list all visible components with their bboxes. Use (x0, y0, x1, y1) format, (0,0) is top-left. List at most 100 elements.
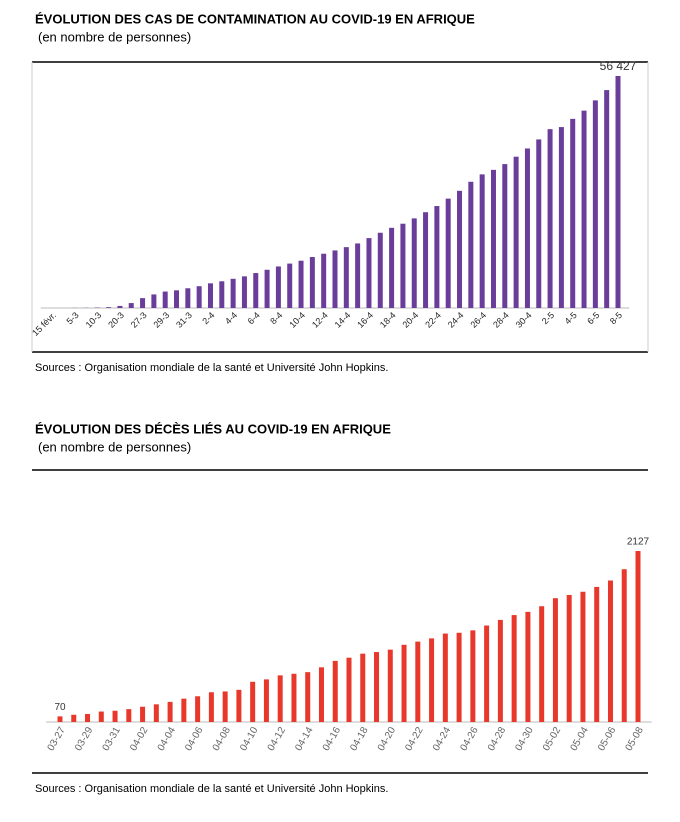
bar (411, 218, 417, 308)
value-label: 56 427 (600, 59, 637, 73)
bar (592, 100, 598, 309)
bar (174, 290, 180, 308)
value-label: 2127 (627, 537, 650, 548)
x-tick-label: 04-08 (211, 725, 234, 753)
x-tick-label: 05-06 (596, 725, 619, 753)
x-tick-label: 04-10 (238, 725, 261, 753)
x-tick-label: 04-02 (128, 725, 151, 753)
x-tick-label: 04-06 (183, 725, 206, 753)
x-tick-label: 28-4 (491, 310, 511, 330)
bar (291, 673, 297, 722)
x-tick-label: 30-4 (514, 310, 534, 330)
bar (490, 169, 496, 308)
bar (241, 276, 247, 308)
bar (117, 305, 123, 308)
bar (112, 710, 118, 722)
bar (207, 283, 213, 308)
x-tick-label: 24-4 (446, 310, 466, 330)
bar (470, 630, 476, 722)
bar (511, 615, 517, 722)
bar (140, 706, 146, 722)
bar (128, 303, 134, 308)
x-tick-label: 04-18 (348, 725, 371, 753)
bar (253, 273, 259, 308)
bar (196, 286, 202, 308)
bar (287, 263, 293, 308)
bar (355, 243, 361, 308)
bar (502, 164, 508, 308)
x-tick-label: 8-4 (268, 310, 284, 326)
x-tick-label: 26-4 (468, 310, 488, 330)
bar (547, 129, 553, 308)
bar (140, 298, 146, 308)
chart-subtitle: (en nombre de personnes) (38, 29, 191, 44)
bar (484, 625, 490, 722)
bar (275, 266, 281, 308)
bar (263, 679, 269, 722)
bar (106, 307, 112, 308)
x-tick-label: 4-5 (563, 310, 579, 326)
bar (539, 606, 545, 722)
bar (85, 713, 91, 722)
source-note: Sources : Organisation mondiale de la sa… (35, 783, 388, 795)
bar (185, 288, 191, 308)
bar (607, 580, 613, 722)
bar (401, 644, 407, 722)
x-tick-label: 5-3 (64, 310, 80, 326)
bar (536, 139, 542, 308)
bar (219, 281, 225, 308)
source-note: Sources : Organisation mondiale de la sa… (35, 362, 388, 374)
bar (570, 118, 576, 308)
x-tick-label: 29-3 (151, 310, 171, 330)
bar (604, 90, 610, 308)
x-tick-label: 15 févr. (30, 310, 58, 338)
x-tick-label: 27-3 (129, 310, 149, 330)
x-tick-label: 04-26 (458, 725, 481, 753)
bar (298, 260, 304, 308)
x-tick-label: 2-4 (200, 310, 216, 326)
bar (552, 598, 558, 722)
bar (360, 653, 366, 722)
bar (456, 632, 462, 722)
bar (387, 649, 393, 722)
x-tick-label: 8-5 (608, 310, 624, 326)
bar (126, 709, 132, 722)
chart-title: ÉVOLUTION DES CAS DE CONTAMINATION AU CO… (35, 11, 475, 26)
bar (236, 689, 242, 722)
bar (581, 110, 587, 308)
x-tick-label: 2-5 (540, 310, 556, 326)
bar (468, 181, 474, 308)
bar (264, 269, 270, 308)
x-tick-label: 05-02 (541, 725, 564, 753)
x-tick-label: 04-16 (321, 725, 344, 753)
x-tick-label: 6-4 (246, 310, 262, 326)
bar (558, 127, 564, 309)
bar (479, 174, 485, 308)
bar (457, 190, 463, 308)
bar (580, 591, 586, 722)
x-tick-label: 20-3 (106, 310, 126, 330)
x-tick-label: 05-08 (624, 725, 647, 753)
x-tick-label: 4-4 (223, 310, 239, 326)
bar (250, 681, 256, 722)
x-tick-label: 04-28 (486, 725, 509, 753)
bar (195, 696, 201, 722)
bar (321, 253, 327, 308)
bar (318, 667, 324, 722)
x-tick-label: 04-24 (431, 725, 454, 753)
bar (309, 257, 315, 308)
bar (415, 641, 421, 722)
bar (434, 206, 440, 308)
bar (377, 232, 383, 308)
bar (230, 278, 236, 308)
bar (332, 250, 338, 308)
x-tick-label: 04-12 (266, 725, 289, 753)
bar (615, 76, 621, 308)
bar (71, 714, 77, 722)
x-tick-label: 20-4 (401, 310, 421, 330)
bar (151, 294, 157, 308)
x-tick-label: 22-4 (423, 310, 443, 330)
bar (277, 675, 283, 722)
x-tick-label: 10-4 (287, 310, 307, 330)
bar (305, 672, 311, 722)
